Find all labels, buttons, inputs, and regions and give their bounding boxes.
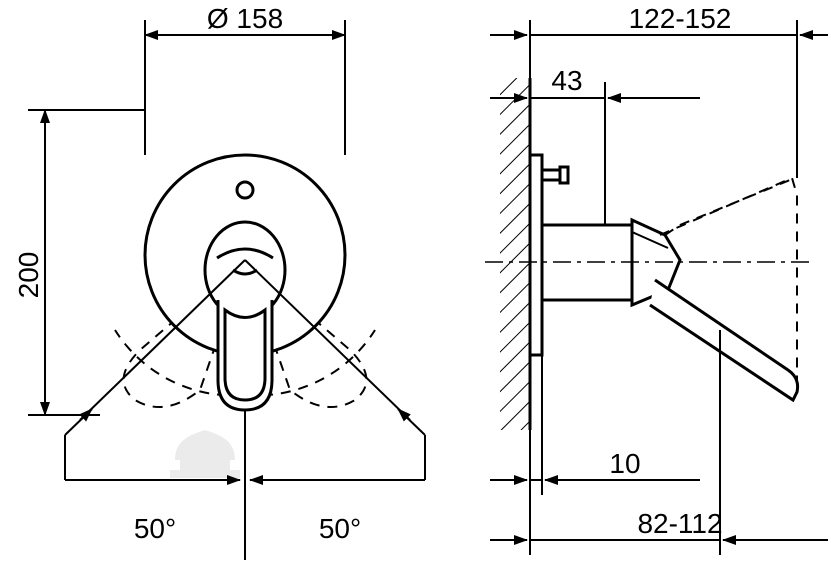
dim-angle-left: 50° — [134, 513, 176, 544]
dim-projection: 122-152 — [629, 3, 732, 34]
dim-43: 43 — [551, 65, 582, 96]
dim-angle-right: 50° — [319, 513, 361, 544]
side-view: 122-152 43 10 82-112 — [485, 3, 828, 555]
watermark — [170, 430, 240, 478]
dim-height: 200 — [13, 252, 44, 299]
dim-10: 10 — [609, 448, 640, 479]
dim-diameter: Ø 158 — [207, 3, 283, 34]
dim-overall-depth: 82-112 — [637, 508, 722, 539]
technical-drawing: Ø 158 200 50° — [0, 0, 831, 568]
